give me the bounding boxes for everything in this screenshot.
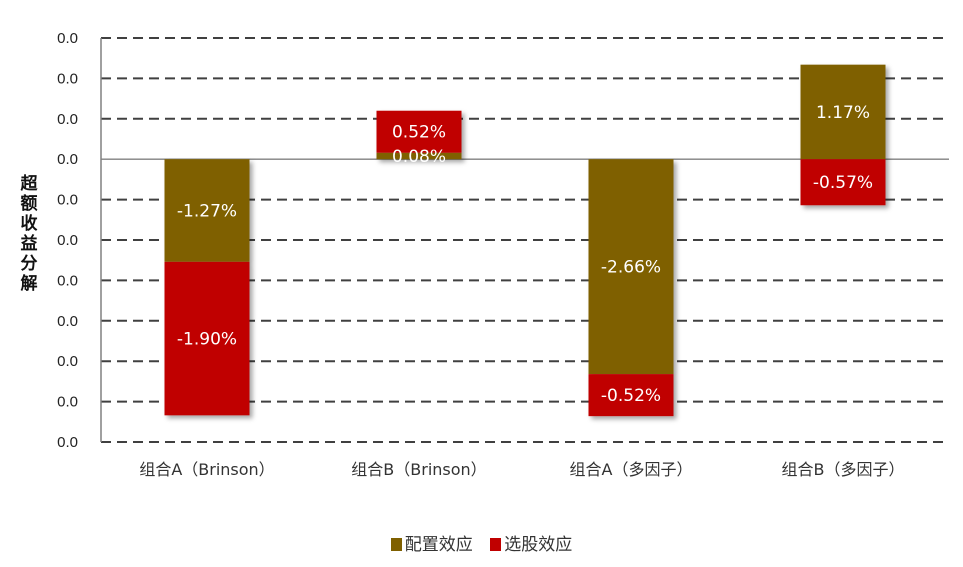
x-axis-categories: 组合A（Brinson） 组合B（Brinson） 组合A（多因子） 组合B（多因子）	[139, 460, 904, 479]
bar-segment	[800, 64, 886, 160]
data-label: -2.66%	[601, 258, 661, 278]
y-tick-label: 0.0	[57, 353, 78, 370]
y-tick-label: 0.0	[57, 272, 78, 289]
bar-stack	[588, 159, 674, 417]
bar-segment	[164, 159, 250, 262]
legend-swatch-selection	[490, 538, 502, 551]
x-category-label: 组合B（多因子）	[782, 460, 905, 479]
data-label: -1.27%	[177, 202, 237, 222]
data-label: 0.08%	[392, 147, 446, 167]
bar-labels: 1.17% -0.57%	[813, 103, 873, 193]
bars: -1.27% -1.90% 0.08% 0.52% -2.66% -0.52% 1.17% -…	[164, 64, 886, 417]
bar-segment	[164, 261, 250, 416]
legend-label-allocation: 配置效应	[404, 535, 473, 555]
y-tick-label: 0.0	[57, 394, 78, 411]
y-tick-label: 0.0	[57, 30, 78, 47]
y-axis-label: 超额收益分解	[20, 174, 38, 294]
data-label: -0.52%	[601, 386, 661, 406]
legend-label-selection: 选股效应	[504, 535, 573, 555]
bar-segment	[376, 110, 462, 153]
legend-swatch-allocation	[390, 538, 402, 551]
legend: 配置效应 选股效应	[0, 530, 963, 555]
y-tick-label: 0.0	[57, 111, 78, 128]
x-category-label: 组合B（Brinson）	[351, 460, 486, 479]
x-category-label: 组合A（Brinson）	[139, 460, 274, 479]
bar-labels: -1.27% -1.90%	[177, 202, 237, 350]
legend-item-allocation: 配置效应	[390, 530, 473, 555]
y-tick-label: 0.0	[57, 232, 78, 249]
data-label: 1.17%	[816, 103, 870, 123]
bar-stack	[376, 110, 462, 160]
bar-stack	[800, 64, 886, 206]
x-category-label: 组合A（多因子）	[570, 460, 693, 479]
bar-segment	[376, 152, 462, 160]
bar-stack	[164, 159, 250, 416]
bar-segment	[588, 159, 674, 375]
y-tick-label: 0.0	[57, 70, 78, 87]
bar-segment	[800, 159, 886, 206]
y-tick-label: 0.0	[57, 192, 78, 209]
data-label: -1.90%	[177, 330, 237, 350]
bar-segment	[588, 374, 674, 417]
y-axis-ticks: 0.0 0.0 0.0 0.0 0.0 0.0 0.0 0.0 0.0 0.0 0.0	[57, 30, 78, 451]
y-tick-label: 0.0	[57, 313, 78, 330]
legend-item-selection: 选股效应	[490, 530, 572, 555]
data-label: -0.57%	[813, 173, 873, 193]
data-label: 0.52%	[392, 123, 446, 143]
y-tick-label: 0.0	[57, 151, 78, 168]
bar-labels: 0.08% 0.52%	[392, 123, 446, 167]
bar-labels: -2.66% -0.52%	[601, 258, 661, 406]
y-tick-label: 0.0	[57, 434, 78, 451]
